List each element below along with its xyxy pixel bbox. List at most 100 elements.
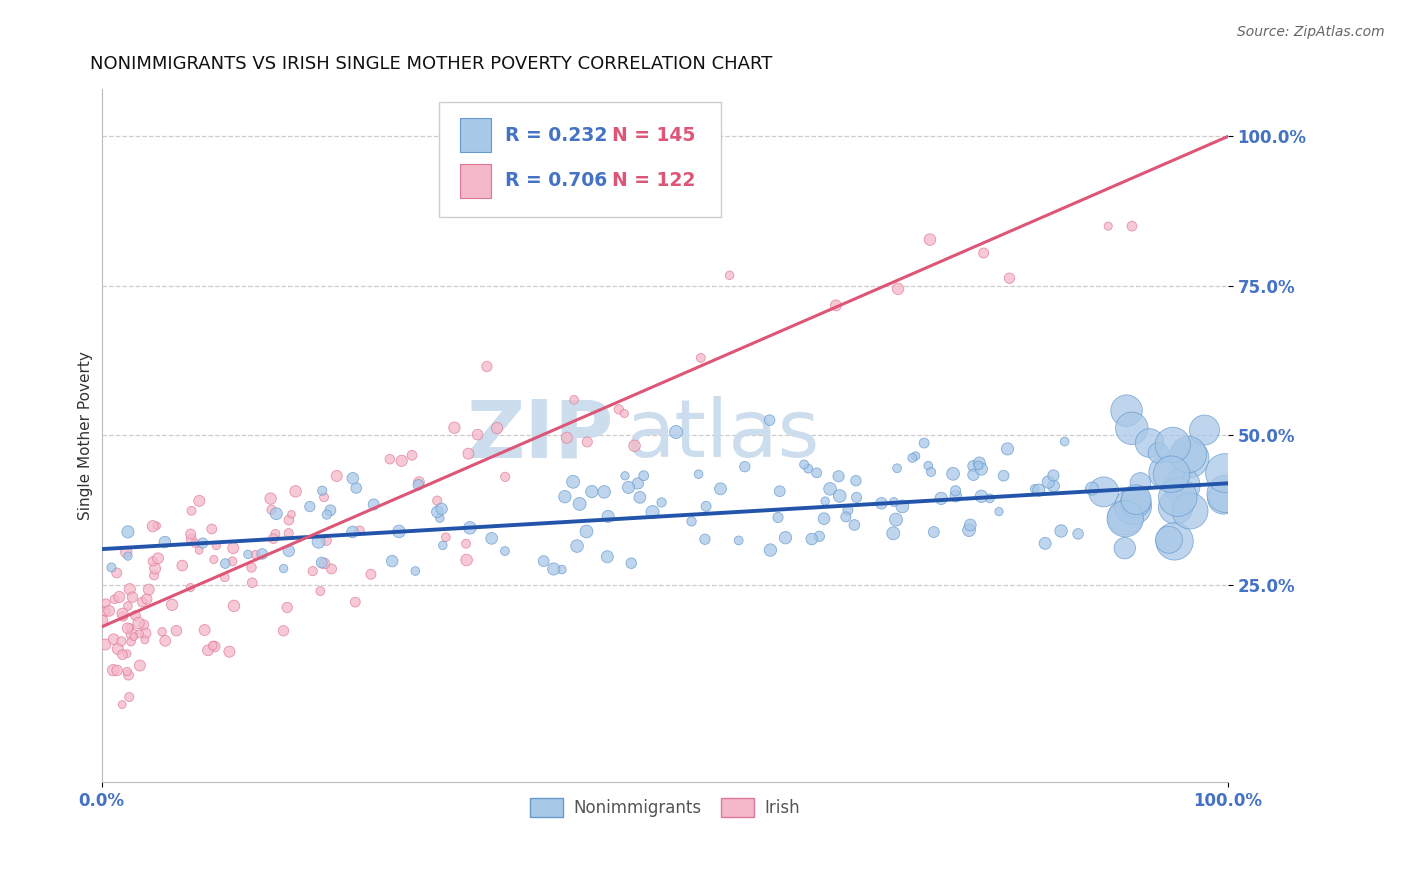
- Point: [1167, 490, 1189, 504]
- Point: [378, 452, 401, 467]
- Point: [132, 617, 155, 632]
- Point: [688, 467, 710, 482]
- Legend: Nonimmigrants, Irish: Nonimmigrants, Irish: [523, 791, 807, 824]
- Point: [641, 505, 664, 519]
- Point: [197, 643, 219, 657]
- Point: [1139, 436, 1161, 450]
- Point: [457, 447, 479, 461]
- Point: [266, 507, 288, 521]
- Point: [1147, 446, 1170, 460]
- Point: [554, 490, 576, 504]
- Point: [1092, 484, 1115, 499]
- Point: [443, 420, 465, 434]
- Point: [204, 640, 226, 654]
- Point: [918, 233, 941, 247]
- Point: [596, 509, 619, 524]
- Point: [543, 562, 565, 576]
- Point: [1125, 495, 1147, 509]
- Point: [929, 491, 952, 506]
- Point: [205, 539, 228, 553]
- Point: [388, 524, 411, 539]
- Point: [342, 524, 364, 539]
- Point: [135, 626, 157, 640]
- Point: [180, 504, 202, 518]
- Point: [988, 505, 1011, 519]
- Point: [912, 436, 935, 450]
- Point: [103, 592, 125, 607]
- Point: [1156, 466, 1178, 480]
- Point: [828, 489, 851, 503]
- Point: [891, 500, 914, 514]
- Point: [314, 557, 336, 571]
- Point: [101, 663, 124, 677]
- Point: [122, 630, 145, 644]
- Point: [259, 491, 281, 506]
- Point: [1042, 479, 1064, 493]
- FancyBboxPatch shape: [460, 164, 491, 197]
- Point: [475, 359, 498, 374]
- Point: [432, 538, 454, 552]
- Point: [214, 570, 236, 584]
- Point: [1171, 478, 1194, 492]
- Point: [562, 475, 585, 489]
- Point: [100, 560, 122, 574]
- Point: [1053, 434, 1076, 449]
- Point: [143, 568, 166, 582]
- Point: [633, 468, 655, 483]
- Point: [145, 518, 167, 533]
- Point: [628, 491, 651, 505]
- Point: [494, 470, 516, 484]
- Point: [105, 566, 128, 580]
- Point: [533, 554, 555, 568]
- Point: [240, 560, 263, 574]
- Point: [1177, 448, 1199, 462]
- Point: [118, 582, 141, 597]
- Point: [922, 524, 945, 539]
- Point: [311, 556, 333, 570]
- Point: [800, 532, 823, 546]
- Point: [408, 478, 430, 492]
- Point: [391, 454, 413, 468]
- Point: [103, 632, 125, 647]
- Point: [555, 431, 578, 445]
- Point: [218, 645, 240, 659]
- Point: [236, 548, 259, 562]
- Point: [845, 491, 868, 505]
- Point: [434, 530, 457, 544]
- Point: [808, 529, 831, 543]
- Point: [481, 532, 503, 546]
- Point: [180, 527, 202, 541]
- Point: [825, 298, 848, 312]
- Point: [709, 482, 731, 496]
- Point: [202, 552, 225, 566]
- Point: [593, 484, 616, 499]
- Point: [115, 545, 138, 559]
- Point: [970, 489, 993, 503]
- Point: [408, 475, 430, 489]
- Point: [887, 282, 910, 296]
- Point: [115, 647, 138, 661]
- Point: [309, 584, 332, 599]
- Point: [121, 627, 143, 641]
- Point: [814, 494, 837, 508]
- Point: [884, 512, 907, 526]
- Point: [1212, 491, 1234, 506]
- Point: [110, 634, 132, 648]
- Point: [298, 500, 321, 514]
- Point: [962, 458, 984, 473]
- Point: [312, 490, 335, 504]
- Point: [112, 609, 135, 624]
- Point: [651, 495, 673, 509]
- Point: [562, 392, 585, 407]
- Point: [245, 548, 267, 562]
- Point: [695, 500, 717, 514]
- Point: [997, 442, 1019, 456]
- Point: [1121, 219, 1143, 234]
- Point: [689, 351, 711, 365]
- Point: [979, 491, 1001, 506]
- Point: [276, 600, 298, 615]
- Point: [280, 508, 302, 522]
- Point: [111, 648, 134, 662]
- Point: [970, 462, 993, 476]
- Point: [827, 469, 849, 483]
